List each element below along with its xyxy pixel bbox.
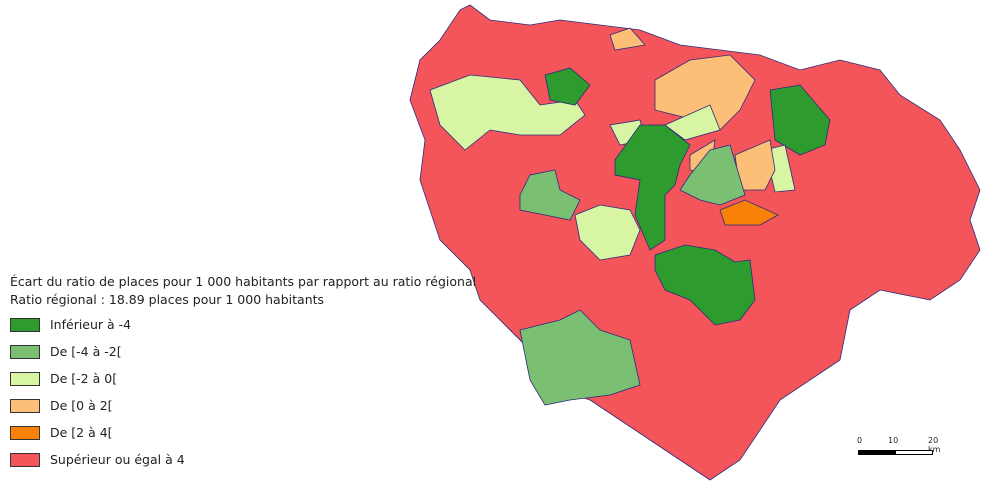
scale-label-0: 0	[857, 436, 863, 445]
scale-segment-white	[895, 450, 933, 455]
commune-area	[719, 199, 779, 226]
scale-segment-black	[858, 450, 896, 455]
scale-bar: 0 10 20 km	[855, 436, 945, 466]
commune-area	[519, 169, 581, 221]
legend-item: Inférieur à -4	[10, 311, 476, 338]
commune-area	[654, 54, 756, 131]
legend-label: De [2 à 4[	[50, 425, 113, 440]
commune-area	[609, 27, 646, 51]
legend-item: De [-2 à 0[	[10, 365, 476, 392]
legend-item: De [-4 à -2[	[10, 338, 476, 365]
commune-area	[519, 309, 641, 406]
legend-swatch	[10, 425, 40, 440]
legend-title: Écart du ratio de places pour 1 000 habi…	[10, 274, 477, 289]
commune-area	[429, 74, 586, 151]
legend-label: De [-4 à -2[	[50, 344, 122, 359]
legend-subtitle: Ratio régional : 18.89 places pour 1 000…	[10, 292, 325, 307]
legend-swatch	[10, 452, 40, 467]
legend-swatch	[10, 317, 40, 332]
legend-label: De [-2 à 0[	[50, 371, 118, 386]
commune-area	[654, 244, 756, 326]
commune-area	[769, 84, 831, 156]
legend-swatch	[10, 398, 40, 413]
legend-item: De [0 à 2[	[10, 392, 476, 419]
scale-label-10: 10	[888, 436, 899, 445]
legend-label: Supérieur ou égal à 4	[50, 452, 185, 467]
legend-item: De [2 à 4[	[10, 419, 476, 446]
legend: Écart du ratio de places pour 1 000 habi…	[10, 273, 476, 473]
scale-label-20: 20 km	[928, 436, 941, 454]
legend-label: Inférieur à -4	[50, 317, 132, 332]
legend-label: De [0 à 2[	[50, 398, 113, 413]
commune-area	[544, 67, 591, 106]
legend-swatch	[10, 371, 40, 386]
legend-swatch	[10, 344, 40, 359]
legend-item: Supérieur ou égal à 4	[10, 446, 476, 473]
commune-area	[664, 104, 721, 141]
commune-area	[574, 204, 641, 261]
commune-area	[679, 144, 746, 206]
